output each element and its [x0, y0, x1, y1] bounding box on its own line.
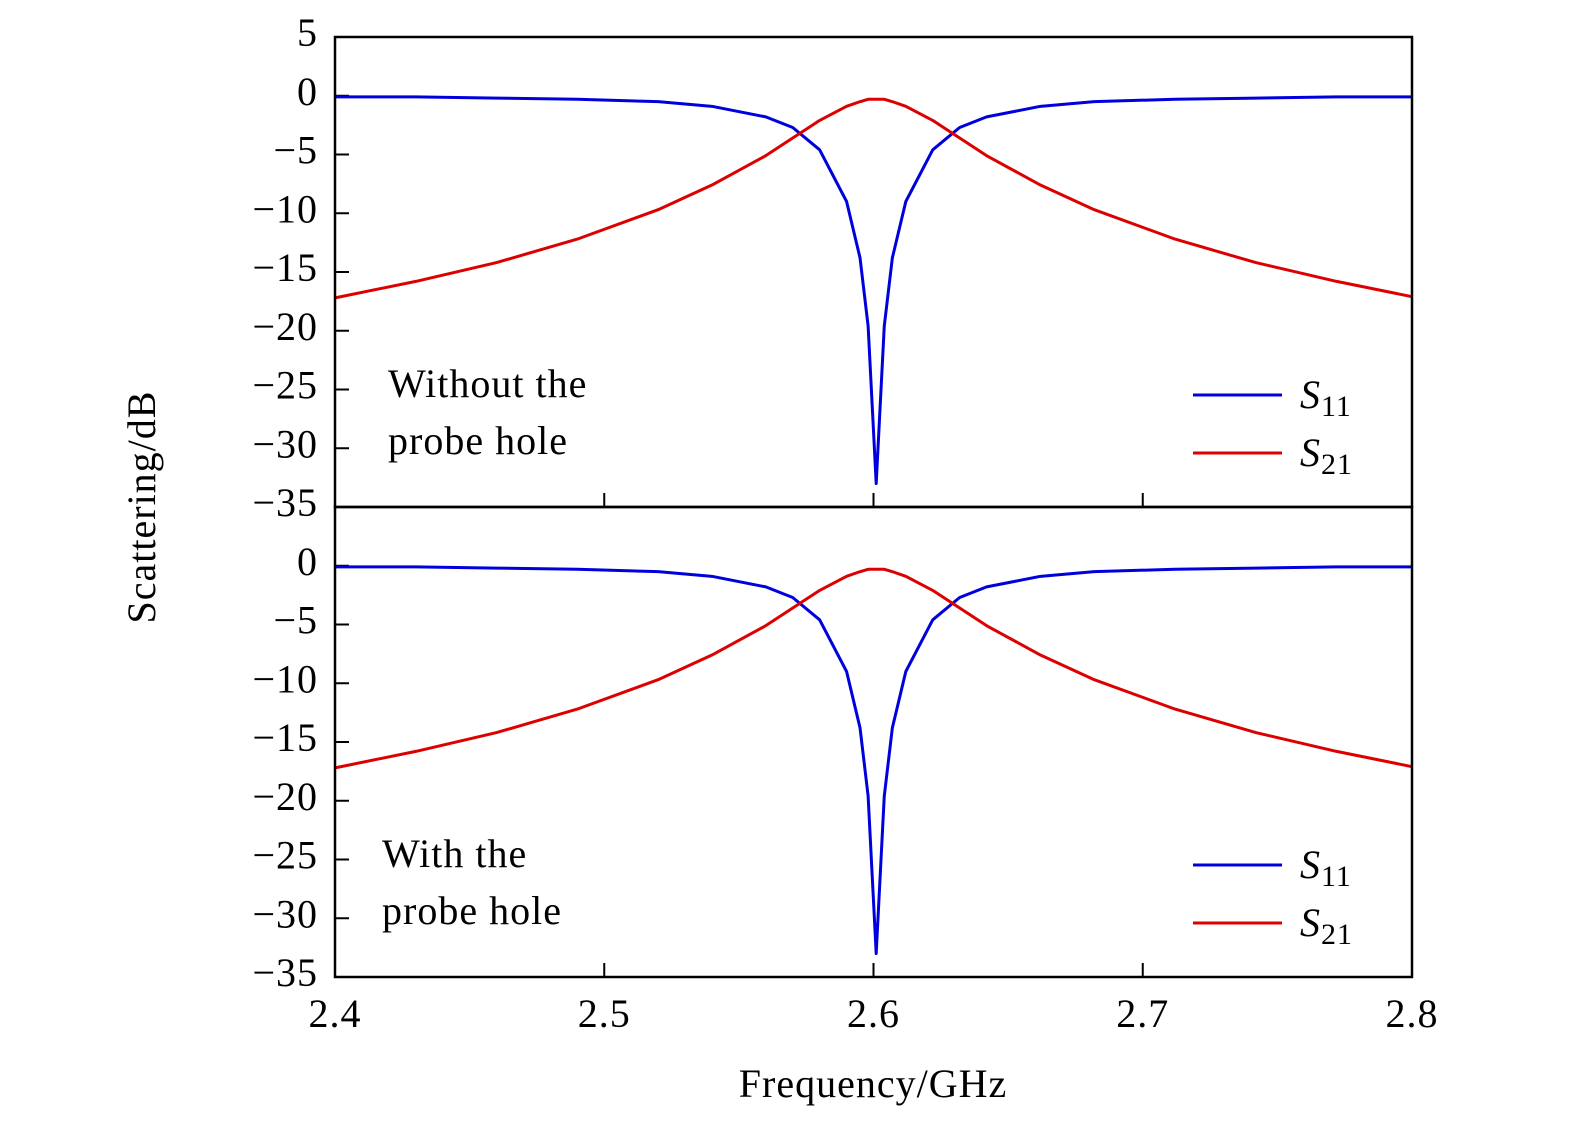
y-tick-label: −25 — [252, 833, 318, 878]
legend-label-sub: 11 — [1321, 390, 1352, 423]
y-tick-label: 0 — [297, 539, 318, 584]
series-line — [334, 97, 1413, 300]
y-tick-label: −15 — [252, 715, 318, 760]
legend-label-main: S — [1300, 900, 1321, 945]
series-line — [334, 567, 1413, 770]
y-tick-label: 5 — [297, 10, 318, 55]
y-tick-label: −30 — [252, 891, 318, 936]
plot-frame — [333, 505, 1414, 979]
x-tick-label: 2.6 — [847, 991, 900, 1036]
y-tick-label: −20 — [252, 304, 318, 349]
x-tick-label: 2.8 — [1386, 991, 1439, 1036]
y-tick-label: −15 — [252, 245, 318, 290]
y-tick-label: 0 — [297, 69, 318, 114]
y-tick-label: −20 — [252, 774, 318, 819]
y-tick-label: −35 — [252, 480, 318, 525]
legend-label: S11 — [1300, 842, 1352, 893]
legend-label-main: S — [1300, 842, 1321, 887]
annotation: probe hole — [382, 888, 562, 933]
y-tick-label: −35 — [252, 950, 318, 995]
series-line — [335, 565, 1412, 955]
y-axis-label: Scattering/dB — [119, 391, 164, 624]
legend-label-sub: 21 — [1321, 918, 1353, 951]
y-tick-label: −10 — [252, 186, 318, 231]
annotation: Without the — [388, 361, 587, 406]
annotation: probe hole — [388, 418, 568, 463]
legend-label: S11 — [1300, 372, 1352, 423]
legend-label-sub: 11 — [1321, 860, 1352, 893]
legend-label-main: S — [1300, 430, 1321, 475]
legend-label: S21 — [1300, 430, 1353, 481]
series-line — [335, 95, 1412, 485]
legend-label: S21 — [1300, 900, 1353, 951]
x-axis-label: Frequency/GHz — [739, 1061, 1007, 1106]
y-tick-label: −25 — [252, 363, 318, 408]
y-tick-label: −5 — [273, 598, 318, 643]
annotation: With the — [382, 831, 527, 876]
x-tick-label: 2.4 — [309, 991, 362, 1036]
y-tick-label: −5 — [273, 128, 318, 173]
y-tick-label: −30 — [252, 421, 318, 466]
x-tick-label: 2.7 — [1116, 991, 1169, 1036]
legend-label-sub: 21 — [1321, 448, 1353, 481]
x-tick-label: 2.5 — [578, 991, 631, 1036]
legend-label-main: S — [1300, 372, 1321, 417]
y-tick-label: −10 — [252, 656, 318, 701]
